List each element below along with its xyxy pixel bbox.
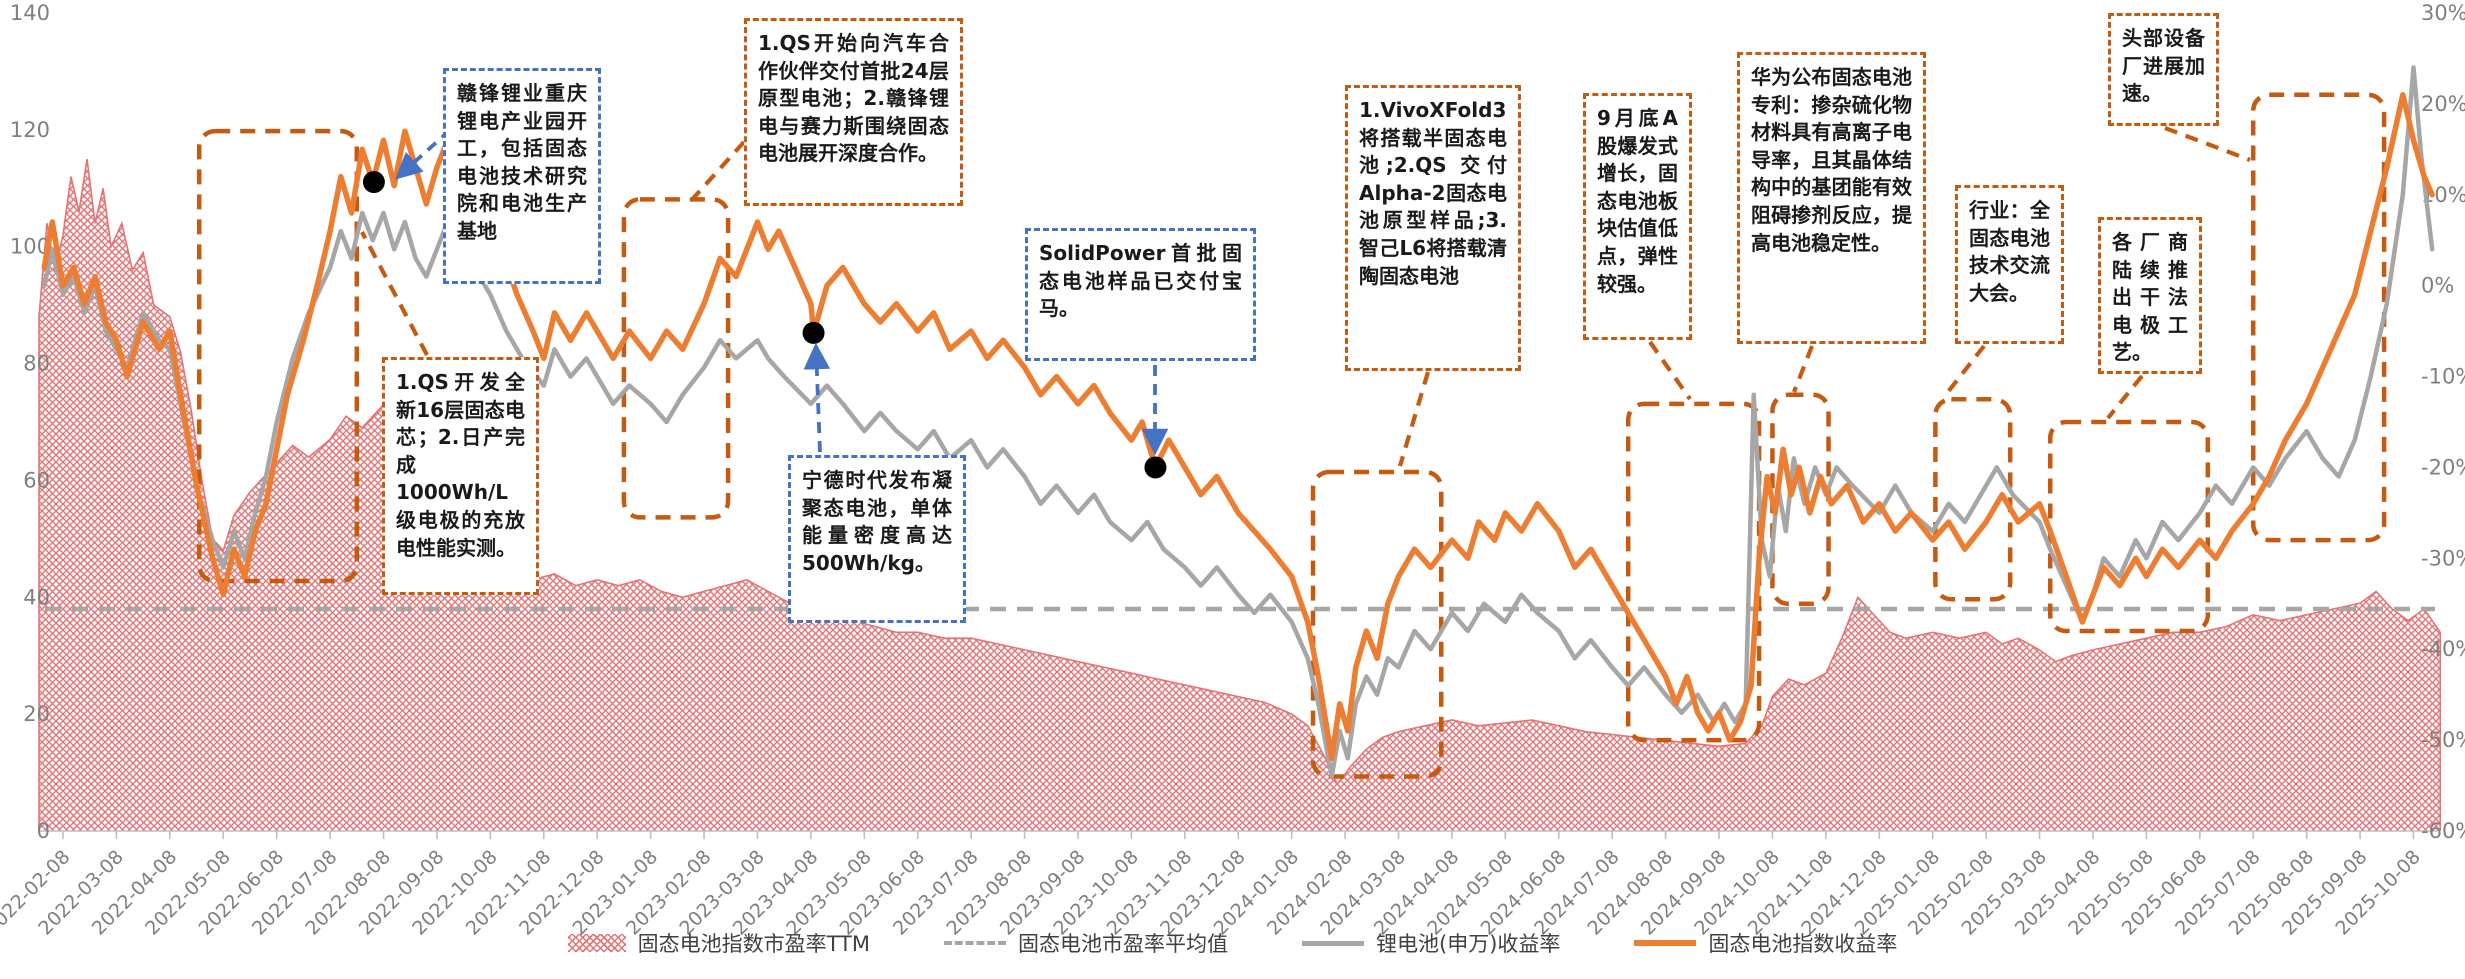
leader-line <box>686 140 746 206</box>
legend-swatch-dash <box>944 941 1006 945</box>
anno-dry-electrode: 各厂商陆续推出干法电极工艺。 <box>2098 217 2202 374</box>
pe-ttm-area-edge <box>38 158 2441 831</box>
leader-line <box>360 231 429 356</box>
highlight-region <box>2047 419 2211 634</box>
legend-swatch-orange-line <box>1634 940 1697 946</box>
leader-line <box>2164 126 2251 162</box>
anno-qs-16layer: 1.QS开发全新16层固态电芯；2.日产完成1000Wh/L级电极的充放电性能实… <box>382 357 539 595</box>
legend-label: 固态电池市盈率平均值 <box>1018 932 1228 956</box>
left-axis-label: 120 <box>10 118 50 142</box>
legend-swatch-hatch <box>567 934 626 952</box>
anno-solidpower-bmw: SolidPower首批固态电池样品已交付宝马。 <box>1025 228 1256 361</box>
anno-huawei-patent: 华为公布固态电池专利：掺杂硫化物材料具有高离子电导率，且其晶体结构中的基团能有效… <box>1737 52 1926 344</box>
chart-legend: 固态电池指数市盈率TTM 固态电池市盈率平均值 锂电池(申万)收益率 固态电池指数收益… <box>0 928 2465 958</box>
solid-state-index-return-line <box>41 92 2435 762</box>
legend-item: 锂电池(申万)收益率 <box>1302 928 1560 958</box>
legend-item: 固态电池指数市盈率TTM <box>567 928 870 958</box>
anno-catl-condensed: 宁德时代发布凝聚态电池，单体能量密度高达500Wh/kg。 <box>788 455 966 623</box>
right-axis-label: 30% <box>2421 1 2465 25</box>
anno-vivo-qs-zhiji: 1.VivoXFold3将搭载半固态电池;2.QS 交付Alpha-2固态电池原… <box>1345 85 1521 371</box>
leader-line <box>1648 340 1692 401</box>
legend-label: 固态电池指数收益率 <box>1708 932 1898 956</box>
legend-item: 固态电池指数收益率 <box>1634 928 1897 958</box>
left-axis-label: 100 <box>10 235 50 259</box>
left-axis-label: 60 <box>23 468 50 492</box>
left-axis-label: 20 <box>23 702 50 726</box>
left-axis-label: 40 <box>23 585 50 609</box>
right-axis-label: -60% <box>2421 819 2465 843</box>
right-axis-label: -30% <box>2421 546 2465 570</box>
highlight-region <box>196 128 360 584</box>
anno-september-rally: 9月底A股爆发式增长，固态电池板块估值低点，弹性较强。 <box>1583 93 1692 340</box>
right-axis-label: 0% <box>2421 274 2454 298</box>
highlight-region <box>1310 469 1444 779</box>
right-axis-label: -40% <box>2421 637 2465 661</box>
event-marker-dot <box>1144 456 1167 479</box>
leader-line <box>2106 374 2144 420</box>
leader-line <box>1792 345 1814 393</box>
right-axis-label: -50% <box>2421 728 2465 752</box>
left-axis-label: 0 <box>37 819 50 843</box>
event-marker-dot <box>802 321 825 344</box>
left-axis-label: 80 <box>23 352 50 376</box>
legend-item: 固态电池市盈率平均值 <box>944 928 1228 958</box>
callout-arrow <box>803 342 831 453</box>
anno-industry-conference: 行业：全固态电池技术交流大会。 <box>1955 185 2064 344</box>
callout-arrow <box>395 128 452 180</box>
legend-swatch-gray-line <box>1302 940 1364 946</box>
event-marker-dot <box>362 171 385 194</box>
legend-label: 锂电池(申万)收益率 <box>1376 932 1561 956</box>
right-axis-label: 20% <box>2421 92 2465 116</box>
leader-line <box>1942 344 1986 399</box>
legend-label: 固态电池指数市盈率TTM <box>637 932 870 956</box>
left-axis-label: 140 <box>10 1 50 25</box>
anno-ganfeng-park: 赣锋锂业重庆锂电产业园开工，包括固态电池技术研究院和电池生产基地 <box>443 68 601 284</box>
leader-line <box>1397 371 1431 467</box>
highlight-region <box>621 197 731 520</box>
anno-equipment-makers: 头部设备厂进展加速。 <box>2108 13 2219 126</box>
lithium-battery-return-line <box>42 65 2435 779</box>
pe-ttm-area <box>39 159 2441 832</box>
anno-qs-24layer: 1.QS开始向汽车合作伙伴交付首批24层原型电池；2.赣锋锂电与赛力斯围绕固态电… <box>744 18 963 206</box>
right-axis-label: -10% <box>2421 365 2465 389</box>
highlight-region <box>1933 397 2013 602</box>
right-axis-label: -20% <box>2421 455 2465 479</box>
